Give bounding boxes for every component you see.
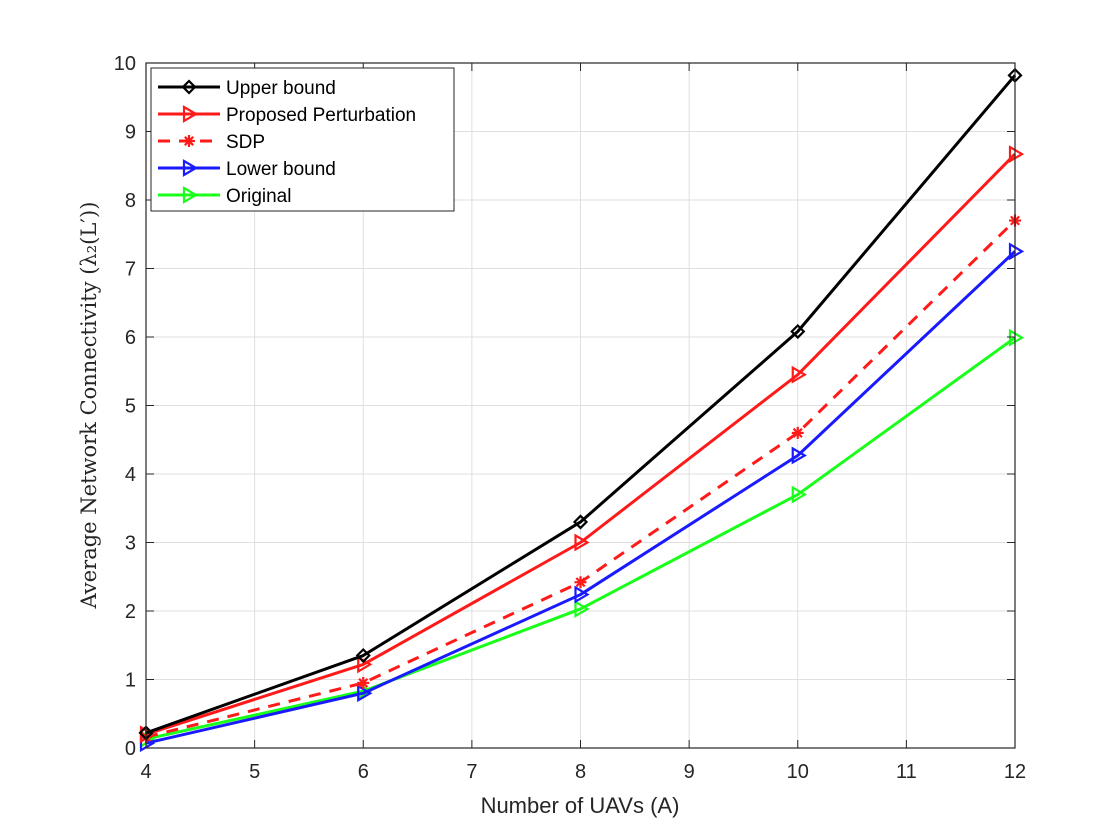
data-point bbox=[574, 576, 587, 589]
data-point bbox=[574, 533, 590, 552]
y-tick-label: 4 bbox=[125, 464, 136, 486]
y-tick-label: 8 bbox=[125, 190, 136, 212]
legend-item-original: Original bbox=[158, 186, 291, 207]
x-tick-label: 7 bbox=[466, 761, 477, 783]
x-tick-label: 8 bbox=[575, 761, 586, 783]
data-point bbox=[791, 426, 804, 439]
x-axis-title: Number of UAVs (A) bbox=[481, 793, 680, 818]
data-point bbox=[355, 647, 371, 664]
x-tick-label: 5 bbox=[249, 761, 260, 783]
y-tick-label: 1 bbox=[125, 670, 136, 692]
y-tick-labels: 0 1 2 3 4 5 6 7 8 9 10 bbox=[114, 53, 136, 760]
data-point bbox=[1008, 145, 1025, 164]
y-tick-label: 5 bbox=[125, 396, 136, 418]
data-point bbox=[791, 365, 807, 384]
legend-label: SDP bbox=[226, 132, 265, 153]
series-line-proposed-perturbation bbox=[145, 153, 1017, 736]
data-point-stroke bbox=[575, 577, 586, 588]
data-point bbox=[790, 323, 806, 340]
legend-label: Original bbox=[226, 186, 291, 207]
data-point bbox=[791, 446, 807, 465]
y-axis-title: Average Network Connectivity (λ₂(L′)) bbox=[77, 202, 101, 610]
y-tick-label: 2 bbox=[125, 601, 136, 623]
y-tick-label: 10 bbox=[114, 53, 136, 75]
y-tick-label: 0 bbox=[125, 738, 136, 760]
x-tick-label: 12 bbox=[1004, 761, 1026, 783]
x-tick-labels: 4 5 6 7 8 9 10 11 12 bbox=[140, 761, 1026, 783]
legend-label: Lower bound bbox=[226, 159, 336, 180]
y-tick-label: 9 bbox=[125, 122, 136, 144]
grid bbox=[145, 62, 1016, 749]
series-layer bbox=[138, 67, 1025, 753]
data-point-stroke bbox=[792, 427, 803, 438]
legend-marker bbox=[182, 105, 199, 123]
series-lower-bound bbox=[139, 242, 1025, 753]
y-tick-label: 3 bbox=[125, 533, 136, 555]
data-point bbox=[574, 600, 590, 618]
y-tick-label: 7 bbox=[125, 259, 136, 281]
legend-marker bbox=[182, 159, 199, 177]
data-point bbox=[572, 514, 589, 530]
x-tick-label: 4 bbox=[140, 761, 151, 783]
data-point bbox=[791, 485, 807, 504]
data-point-stroke bbox=[358, 677, 369, 688]
legend-marker bbox=[183, 135, 195, 147]
series-upper-bound bbox=[138, 67, 1023, 741]
x-tick-label: 10 bbox=[787, 761, 809, 783]
legend-item-lower-bound: Lower bound bbox=[158, 159, 336, 180]
legend-label: Proposed Perturbation bbox=[226, 105, 416, 126]
legend-item-sdp: SDP bbox=[158, 132, 265, 153]
data-point bbox=[357, 676, 370, 689]
legend-label: Upper bound bbox=[226, 78, 336, 99]
data-point bbox=[1008, 328, 1025, 347]
data-point bbox=[574, 585, 590, 604]
legend: Upper bound Proposed Perturbation SDP Lower… bbox=[150, 67, 455, 212]
ticks bbox=[145, 62, 1016, 749]
legend-item-proposed-perturbation: Proposed Perturbation bbox=[158, 105, 416, 126]
legend-marker bbox=[181, 79, 197, 95]
x-tick-label: 9 bbox=[684, 761, 695, 783]
legend-marker-stroke bbox=[184, 136, 194, 146]
legend-item-upper-bound: Upper bound bbox=[158, 78, 336, 99]
data-point bbox=[1008, 242, 1025, 261]
data-point bbox=[357, 684, 373, 703]
legend-marker bbox=[182, 186, 199, 204]
series-line-original bbox=[145, 336, 1016, 741]
x-tick-label: 6 bbox=[358, 761, 369, 783]
y-tick-label: 6 bbox=[125, 327, 136, 349]
x-tick-label: 11 bbox=[896, 761, 917, 783]
series-line-upper-bound bbox=[145, 74, 1017, 735]
series-line-lower-bound bbox=[145, 250, 1017, 745]
